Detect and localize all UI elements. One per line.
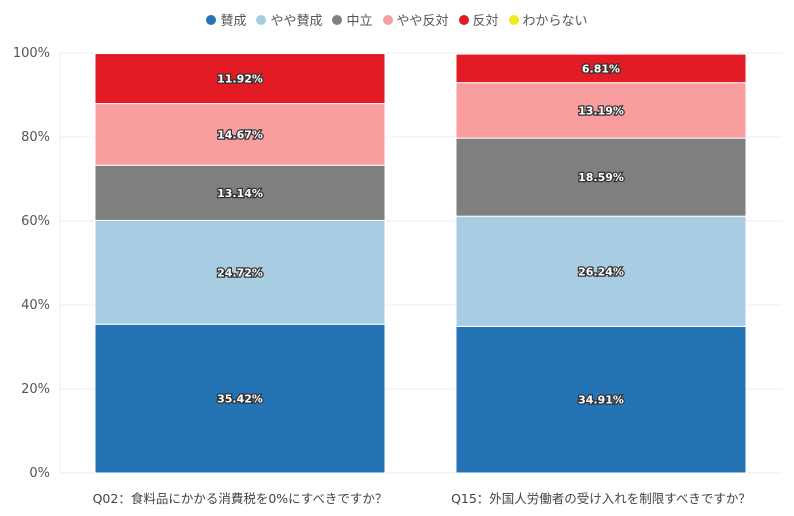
y-tick-label: 0% xyxy=(29,466,50,481)
data-label: 34.91% xyxy=(578,394,624,407)
legend-item[interactable]: やや賛成 xyxy=(256,10,322,29)
y-tick-label: 40% xyxy=(21,298,50,313)
legend-swatch xyxy=(508,14,519,25)
legend-label: やや賛成 xyxy=(270,14,323,29)
legend-item[interactable]: 反対 xyxy=(458,10,499,29)
x-category-label: Q02：食料品にかかる消費税を0%にすべきですか？ xyxy=(93,491,388,506)
y-tick-label: 60% xyxy=(21,214,50,229)
data-label: 18.59% xyxy=(578,171,624,184)
x-category-label: Q15：外国人労働者の受け入れを制限すべきですか？ xyxy=(451,491,751,506)
legend-swatch xyxy=(256,14,267,25)
legend-swatch xyxy=(382,14,393,25)
legend-label: やや反対 xyxy=(396,14,449,29)
data-label: 11.92% xyxy=(217,73,263,86)
data-label: 13.19% xyxy=(578,104,624,117)
legend-item[interactable]: 中立 xyxy=(332,10,373,29)
bar-segment xyxy=(455,82,747,139)
data-label: 6.81% xyxy=(582,62,620,75)
bar-segment xyxy=(455,215,747,327)
bar-segment xyxy=(94,103,386,166)
y-tick-label: 20% xyxy=(21,382,50,397)
bar-segment xyxy=(455,137,747,217)
legend-swatch xyxy=(332,14,343,25)
bar-segment xyxy=(455,325,747,474)
legend-label: 中立 xyxy=(346,14,373,29)
legend: 賛成 やや賛成 中立 やや反対 反対 わからない xyxy=(0,10,794,29)
data-label: 35.42% xyxy=(217,393,263,406)
legend-swatch xyxy=(206,14,217,25)
y-tick-label: 80% xyxy=(21,130,50,145)
legend-item[interactable]: わからない xyxy=(508,10,588,29)
data-label: 24.72% xyxy=(217,266,263,279)
y-tick-label: 100% xyxy=(13,46,50,61)
legend-label: わからない xyxy=(522,14,588,29)
legend-label: 反対 xyxy=(472,14,499,29)
bar-segment xyxy=(94,164,386,221)
bar-segment xyxy=(94,219,386,325)
data-label: 26.24% xyxy=(578,265,624,278)
bar-segment xyxy=(94,53,386,105)
data-label: 14.67% xyxy=(217,128,263,141)
legend-item[interactable]: やや反対 xyxy=(382,10,449,29)
legend-item[interactable]: 賛成 xyxy=(206,10,246,29)
data-label: 13.14% xyxy=(217,187,263,200)
legend-label: 賛成 xyxy=(220,14,247,29)
legend-swatch xyxy=(458,14,469,25)
bar-segment xyxy=(455,53,747,84)
